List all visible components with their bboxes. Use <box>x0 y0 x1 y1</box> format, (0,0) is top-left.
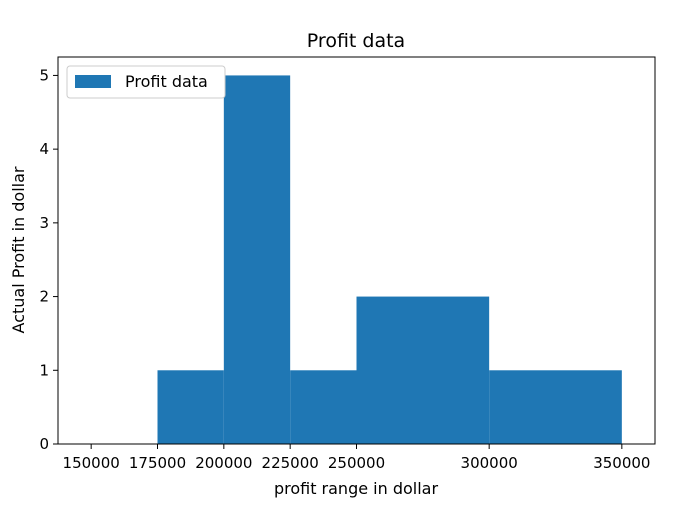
x-tick-label: 200000 <box>195 454 252 472</box>
y-tick-label: 0 <box>39 435 49 453</box>
y-tick-label: 2 <box>39 288 49 306</box>
x-axis-ticks: 150000 175000 200000 225000 250000 300000 3500… <box>63 444 650 472</box>
x-tick-label: 150000 <box>63 454 120 472</box>
x-axis-label: profit range in dollar <box>274 479 439 498</box>
y-tick-label: 4 <box>39 140 49 158</box>
legend: Profit data <box>66 65 226 99</box>
y-tick-label: 5 <box>39 66 49 84</box>
histogram-bar <box>489 370 622 444</box>
x-tick-label: 300000 <box>461 454 518 472</box>
y-axis-label: Actual Profit in dollar <box>9 166 28 333</box>
x-tick-label: 225000 <box>262 454 319 472</box>
legend-swatch <box>75 75 111 88</box>
histogram-bar <box>223 75 291 444</box>
y-tick-label: 3 <box>39 214 49 232</box>
legend-box <box>66 65 226 99</box>
histogram-bar <box>356 296 490 444</box>
chart-title: Profit data <box>307 30 405 52</box>
y-axis-ticks: 0 1 2 3 4 5 <box>39 66 58 453</box>
x-tick-label: 175000 <box>129 454 186 472</box>
bars-group <box>157 75 622 444</box>
legend-label: Profit data <box>125 72 208 91</box>
x-tick-label: 350000 <box>593 454 650 472</box>
y-tick-label: 1 <box>39 361 49 379</box>
histogram-bar <box>157 370 224 444</box>
histogram-bar <box>290 370 357 444</box>
x-tick-label: 250000 <box>328 454 385 472</box>
